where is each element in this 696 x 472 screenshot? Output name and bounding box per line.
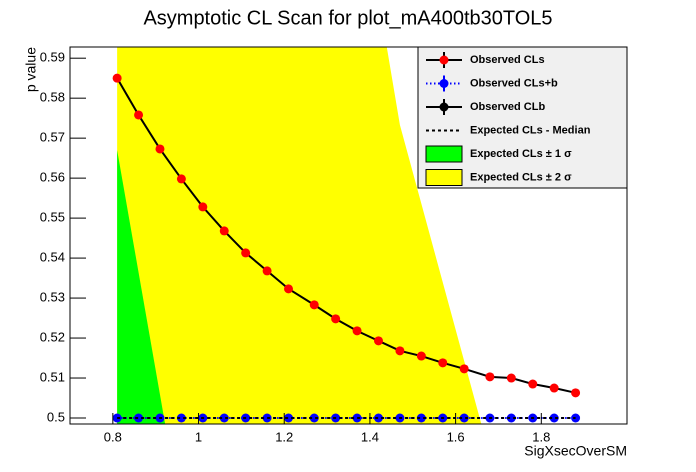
point [284,413,294,423]
point [506,373,516,383]
frame [69,46,628,425]
point [155,144,165,154]
point [219,413,229,423]
series-line [116,77,576,394]
point [241,248,251,258]
x-tick-label: 1.6 [447,429,465,444]
y-tick-label: 0.58 [40,90,65,105]
chart-title: Asymptotic CL Scan for plot_mA400tb30TOL… [143,7,552,29]
legend: Observed CLs Observed CLs+b Observed CLb Ex… [417,46,628,189]
point [262,266,272,276]
point [134,110,144,120]
point [284,284,294,294]
y-tick-label: 0.55 [40,210,65,225]
legend-marker [439,79,449,88]
point [176,174,186,184]
y-tick-label: 0.51 [40,369,65,384]
legend-swatch [425,169,463,186]
x-tick-label: 1.8 [532,429,550,444]
point [571,388,581,398]
legend-label: Expected CLs ± 1 σ [470,148,572,160]
point [506,413,516,423]
point [485,372,495,382]
x-tick-label: 1.2 [275,429,293,444]
point [309,413,319,423]
y-tick-label: 0.54 [40,250,65,265]
y-axis-label: p value [23,47,39,92]
y-tick-label: 0.53 [40,290,65,305]
x-axis-label: SigXsecOverSM [524,443,627,459]
y-tick-label: 0.56 [40,170,65,185]
point [176,413,186,423]
point [309,300,319,310]
point [198,202,208,212]
legend-box [417,46,628,189]
band [117,47,482,424]
point [331,314,341,324]
legend-marker [439,102,449,112]
point [416,351,426,361]
y-tick-label: 0.59 [40,50,65,65]
legend-marker [439,55,449,65]
point [352,413,362,423]
legend-swatch [425,145,463,163]
x-tick-label: 1 [195,429,202,444]
point [112,73,122,83]
plot-area [112,47,581,424]
point [134,413,144,423]
point [373,336,383,346]
y-tick-label: 0.52 [40,329,65,344]
point [549,413,559,423]
y-tick-label: 0.57 [40,130,65,145]
band [117,150,166,424]
point [219,226,229,236]
point [262,413,272,423]
point [395,346,405,356]
point [459,413,469,423]
point [416,413,426,423]
legend-label: Observed CLs+b [470,77,558,89]
point [373,413,383,423]
point [549,383,559,393]
legend-label: Expected CLs ± 2 σ [470,171,572,183]
point [528,379,538,389]
x-tick-label: 0.8 [104,429,122,444]
point [459,364,469,374]
y-tick-label: 0.5 [47,409,65,424]
point [438,358,448,368]
point [352,326,362,336]
x-tick-label: 1.4 [361,429,379,444]
legend-label: Observed CLb [470,101,545,113]
legend-label: Observed CLs [470,54,545,66]
legend-label: Expected CLs - Median [470,124,591,136]
